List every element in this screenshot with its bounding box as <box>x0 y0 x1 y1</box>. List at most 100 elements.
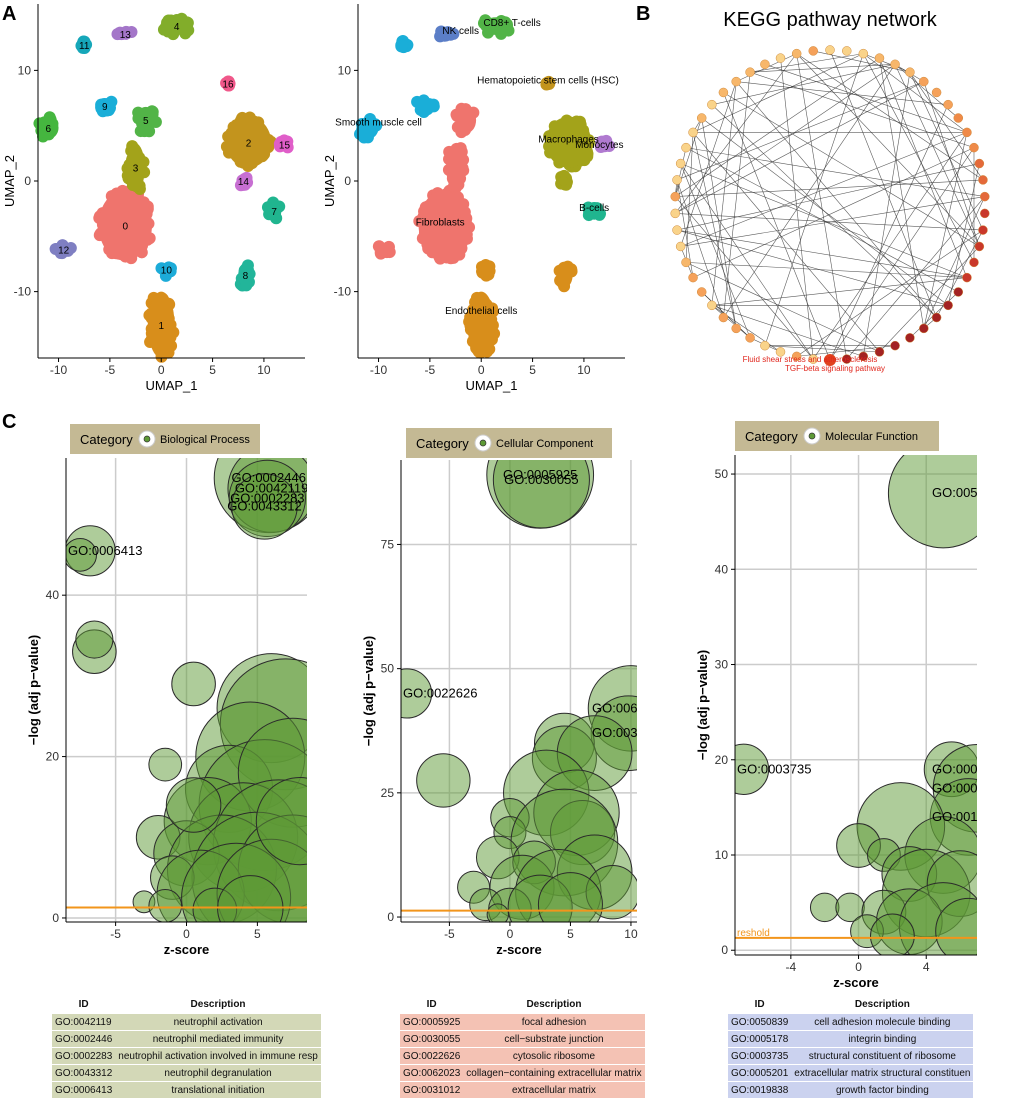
y-tick-label: -10 <box>334 285 352 299</box>
network-node <box>969 258 978 267</box>
cluster-blob <box>481 263 491 276</box>
cluster-label: 16 <box>222 80 234 91</box>
network-highlight-label: TGF-beta signaling pathway <box>785 364 885 373</box>
network-edge <box>813 132 967 359</box>
panel-letter-b: B <box>636 3 650 25</box>
x-tick-label: -4 <box>786 960 797 974</box>
y-tick-label: 40 <box>46 588 60 602</box>
network-node <box>682 258 691 267</box>
cluster-label: 5 <box>143 116 149 127</box>
network-node <box>905 333 914 342</box>
network-node <box>980 209 989 218</box>
cluster-label: 15 <box>279 140 291 151</box>
network-edge <box>693 148 974 278</box>
y-tick-label: 25 <box>381 786 395 800</box>
network-edge <box>677 164 979 231</box>
table-cell-description: neutrophil mediated immunity <box>115 1031 321 1048</box>
table-header-description: Description <box>115 995 321 1014</box>
cluster-label: 9 <box>102 102 108 113</box>
legend-title: Category <box>745 429 798 444</box>
x-tick-label: 0 <box>183 927 190 941</box>
x-tick-label: 5 <box>209 363 216 377</box>
bubble-point <box>870 914 914 958</box>
cluster-blob <box>468 292 495 358</box>
y-tick-label: 20 <box>46 750 60 764</box>
x-tick-label: 0 <box>855 960 862 974</box>
table-cell-description: collagen−containing extracellular matrix <box>463 1065 644 1082</box>
table-cell-id: GO:0043312 <box>52 1065 115 1082</box>
network-node <box>944 301 953 310</box>
bubble-label: GO:0003735 <box>737 761 811 776</box>
legend-title: Category <box>416 436 469 451</box>
bubbles-group <box>64 424 351 953</box>
table-cell-description: extracellular matrix <box>463 1082 644 1098</box>
network-node <box>792 49 801 58</box>
network-node <box>826 46 835 55</box>
x-tick-label: -5 <box>110 927 121 941</box>
network-edge <box>712 305 750 337</box>
y-tick-label: 75 <box>381 537 395 551</box>
network-node <box>944 100 953 109</box>
network-node <box>905 68 914 77</box>
network-node <box>891 60 900 69</box>
network-node <box>676 159 685 168</box>
cell-type-label: NK cells <box>442 26 479 37</box>
network-node <box>978 226 987 235</box>
bubble-label: GO:0022626 <box>403 685 477 700</box>
network-node <box>671 209 680 218</box>
cluster-blob <box>456 107 477 134</box>
table-cell-description: focal adhesion <box>463 1014 644 1031</box>
network-node <box>975 242 984 251</box>
bubble-point <box>417 754 470 807</box>
bubble-point <box>810 893 838 921</box>
cluster-blob <box>559 175 567 186</box>
bubbles-group <box>382 422 673 940</box>
network-edge <box>712 278 967 306</box>
cluster-blob <box>558 263 572 287</box>
x-axis-title: z-score <box>164 942 210 957</box>
legend-key-dot <box>809 433 815 439</box>
cluster-label: 7 <box>271 207 277 218</box>
network-node <box>707 100 716 109</box>
network-node <box>732 324 741 333</box>
network-node <box>689 128 698 137</box>
y-tick-label: 40 <box>715 562 729 576</box>
network-edge <box>879 58 966 277</box>
bubble-point <box>149 748 182 781</box>
bubble-label: GO:0043312 <box>227 498 301 513</box>
bubble-point <box>166 778 221 833</box>
y-tick-label: 30 <box>715 658 729 672</box>
x-tick-label: -5 <box>105 363 116 377</box>
y-tick-label: 0 <box>387 910 394 924</box>
table-cell-id: GO:0030055 <box>400 1031 463 1048</box>
network-node <box>697 114 706 123</box>
y-tick-label: 20 <box>715 753 729 767</box>
network-node <box>969 143 978 152</box>
x-tick-label: -10 <box>370 363 388 377</box>
table-cell-description: cell adhesion molecule binding <box>791 1014 973 1031</box>
network-node <box>954 287 963 296</box>
network-node <box>962 128 971 137</box>
network-edge <box>723 92 979 246</box>
network-edge <box>924 132 967 328</box>
bubble-label: GO:0006413 <box>68 543 142 558</box>
bubble-label: GO:0005178 <box>932 761 1006 776</box>
x-tick-label: 10 <box>624 927 638 941</box>
cluster-blob <box>416 98 434 113</box>
cluster-label: 13 <box>120 30 132 41</box>
table-header-id: ID <box>728 995 791 1014</box>
network-node <box>689 273 698 282</box>
table-cell-description: cell−substrate junction <box>463 1031 644 1048</box>
panel-letter-c: C <box>2 411 16 433</box>
network-node <box>919 77 928 86</box>
network-node <box>676 242 685 251</box>
table-cell-description: cytosolic ribosome <box>463 1048 644 1065</box>
